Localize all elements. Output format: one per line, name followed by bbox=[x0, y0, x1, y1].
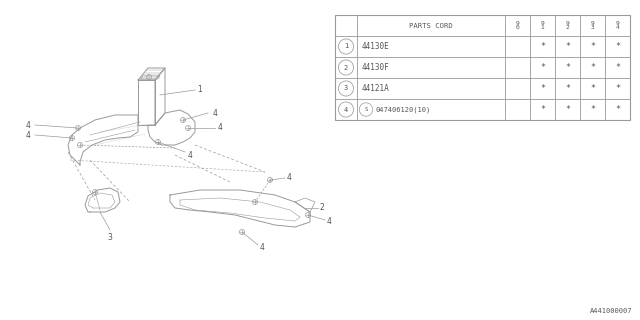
Text: *: * bbox=[590, 42, 595, 51]
Text: *: * bbox=[540, 63, 545, 72]
Text: *: * bbox=[615, 84, 620, 93]
Text: *: * bbox=[565, 63, 570, 72]
Text: 9
2: 9 2 bbox=[566, 21, 570, 30]
Text: *: * bbox=[540, 84, 545, 93]
Text: *: * bbox=[565, 84, 570, 93]
Text: *: * bbox=[565, 42, 570, 51]
Text: *: * bbox=[615, 63, 620, 72]
Text: 4: 4 bbox=[260, 243, 265, 252]
Text: 4: 4 bbox=[218, 124, 223, 132]
Text: 4: 4 bbox=[287, 173, 292, 182]
Text: *: * bbox=[590, 63, 595, 72]
Text: S: S bbox=[364, 107, 367, 112]
Text: 1: 1 bbox=[197, 85, 202, 94]
Text: PARTS CORD: PARTS CORD bbox=[409, 22, 453, 28]
Text: *: * bbox=[540, 42, 545, 51]
Text: *: * bbox=[615, 42, 620, 51]
Text: 1: 1 bbox=[344, 44, 348, 50]
Text: 44130E: 44130E bbox=[362, 42, 390, 51]
Text: 4: 4 bbox=[213, 108, 218, 117]
Text: 3: 3 bbox=[108, 233, 113, 242]
Text: 9
1: 9 1 bbox=[541, 21, 545, 30]
Text: 9
0: 9 0 bbox=[516, 21, 520, 30]
Bar bbox=[335, 15, 630, 120]
Text: 2: 2 bbox=[344, 65, 348, 70]
Text: 4: 4 bbox=[26, 131, 31, 140]
Text: 4: 4 bbox=[26, 121, 31, 130]
Text: *: * bbox=[565, 105, 570, 114]
Text: 047406120(10): 047406120(10) bbox=[376, 106, 431, 113]
Text: 4: 4 bbox=[344, 107, 348, 113]
Text: *: * bbox=[590, 105, 595, 114]
Text: 44130F: 44130F bbox=[362, 63, 390, 72]
Text: *: * bbox=[615, 105, 620, 114]
Text: *: * bbox=[540, 105, 545, 114]
Text: 4: 4 bbox=[188, 150, 193, 159]
Text: 9
3: 9 3 bbox=[591, 21, 595, 30]
Text: A441000007: A441000007 bbox=[589, 308, 632, 314]
Text: 44121A: 44121A bbox=[362, 84, 390, 93]
Text: 2: 2 bbox=[320, 204, 324, 212]
Text: 3: 3 bbox=[344, 85, 348, 92]
Text: *: * bbox=[590, 84, 595, 93]
Text: 4: 4 bbox=[327, 218, 332, 227]
Text: 9
4: 9 4 bbox=[616, 21, 620, 30]
